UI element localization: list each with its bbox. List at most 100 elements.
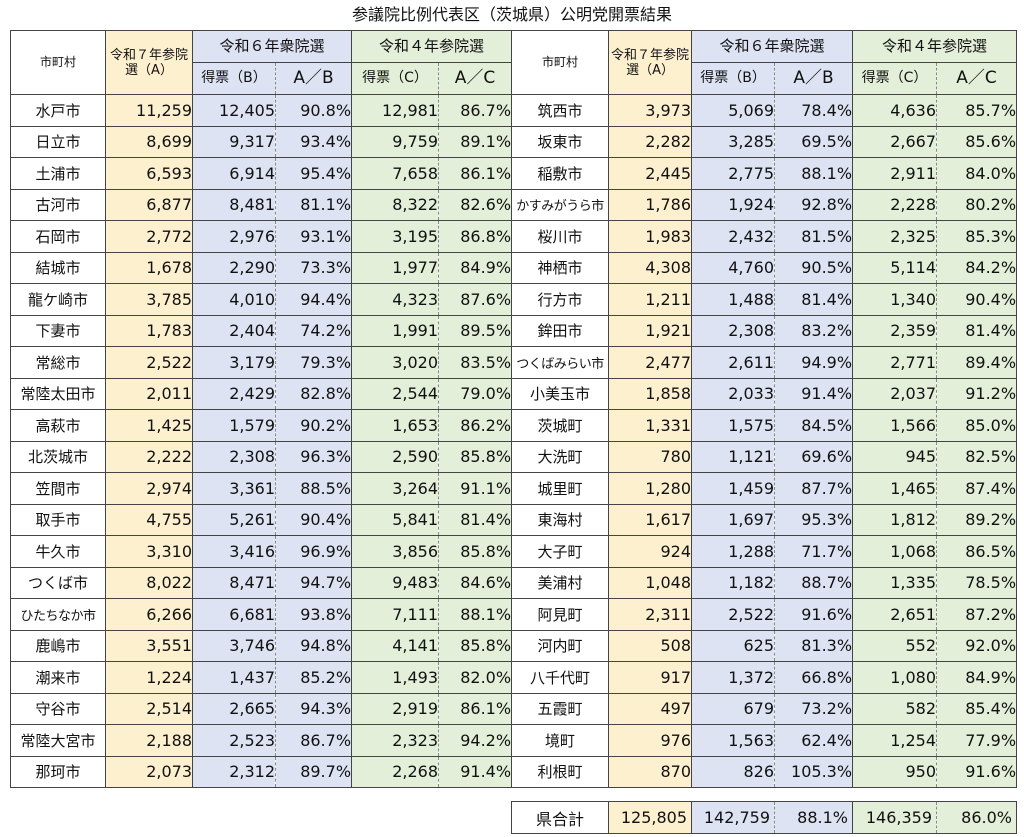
r6-ratio-cell: 82.8%	[274, 377, 353, 410]
total-votes-b: 142,759	[691, 801, 775, 834]
table-row: 常陸大宮市 2,188 2,523 86.7% 2,323 94.2% 境町 976 1,563…	[10, 724, 1018, 757]
r6-ratio-cell: 90.4%	[274, 503, 353, 536]
municipality-name-cell: 利根町	[511, 755, 610, 788]
r4-votes-cell: 1,977	[351, 251, 440, 284]
r6-ratio-cell: 74.2%	[274, 314, 353, 347]
r7-votes-cell: 3,310	[105, 535, 193, 568]
municipality-name-cell: 五霞町	[511, 692, 610, 725]
municipality-name-cell: 八千代町	[511, 661, 610, 694]
r4-ratio-cell: 84.6%	[438, 566, 513, 599]
r6-votes-cell: 6,681	[192, 598, 276, 631]
municipality-name-cell: 河内町	[511, 629, 610, 662]
municipality-name-cell: 水戸市	[10, 94, 106, 127]
r6-ratio-cell: 79.3%	[274, 346, 353, 379]
r4-ratio-cell: 84.9%	[936, 661, 1018, 694]
r6-votes-cell: 679	[691, 692, 776, 725]
r7-votes-cell: 1,211	[608, 283, 693, 316]
table-row: 常陸太田市 2,011 2,429 82.8% 2,544 79.0% 小美玉市 1,858 2…	[10, 377, 1018, 410]
municipality-name-cell: 石岡市	[10, 220, 106, 253]
r6-votes-cell: 2,611	[691, 346, 776, 379]
table-row: 土浦市 6,593 6,914 95.4% 7,658 86.1% 稲敷市 2,445 2,77…	[10, 157, 1018, 190]
r6-ratio-cell: 66.8%	[774, 661, 854, 694]
r6-votes-cell: 3,361	[192, 472, 276, 505]
r4-ratio-cell: 85.7%	[936, 94, 1018, 127]
r4-votes-cell: 5,114	[852, 251, 938, 284]
r6-votes-cell: 1,488	[691, 283, 776, 316]
municipality-name-cell: 笠間市	[10, 472, 106, 505]
r4-ratio-cell: 81.4%	[438, 503, 513, 536]
municipality-name-cell: 美浦村	[511, 566, 610, 599]
municipality-name-cell: 那珂市	[10, 755, 106, 788]
table-row: 常総市 2,522 3,179 79.3% 3,020 83.5% つくばみらい市 2,477…	[10, 346, 1018, 379]
r6-ratio-cell: 78.4%	[774, 94, 854, 127]
r4-ratio-cell: 84.0%	[936, 157, 1018, 190]
municipality-name-cell: 大洗町	[511, 440, 610, 473]
r4-votes-cell: 2,325	[852, 220, 938, 253]
r6-votes-cell: 2,429	[192, 377, 276, 410]
municipality-name-cell: 茨城町	[511, 409, 610, 442]
r6-votes-cell: 2,312	[192, 755, 276, 788]
r4-votes-cell: 552	[852, 629, 938, 662]
r6-ratio-cell: 90.5%	[774, 251, 854, 284]
header-ratio-ac: A／C	[936, 62, 1018, 95]
r7-votes-cell: 6,266	[105, 598, 193, 631]
r7-votes-cell: 1,783	[105, 314, 193, 347]
r7-votes-cell: 1,224	[105, 661, 193, 694]
r6-votes-cell: 3,285	[691, 125, 776, 158]
r6-ratio-cell: 81.4%	[774, 283, 854, 316]
r4-votes-cell: 1,493	[351, 661, 440, 694]
r4-ratio-cell: 84.9%	[438, 251, 513, 284]
page-title: 参議院比例代表区（茨城県）公明党開票結果	[351, 5, 672, 24]
r6-votes-cell: 2,523	[192, 724, 276, 757]
r4-ratio-cell: 89.5%	[438, 314, 513, 347]
r4-votes-cell: 7,658	[351, 157, 440, 190]
r4-votes-cell: 2,911	[852, 157, 938, 190]
r6-votes-cell: 1,437	[192, 661, 276, 694]
r7-votes-cell: 1,983	[608, 220, 693, 253]
header-r4: 令和４年参院選	[351, 30, 513, 63]
r6-votes-cell: 625	[691, 629, 776, 662]
municipality-name-cell: 取手市	[10, 503, 106, 536]
r4-ratio-cell: 92.0%	[936, 629, 1018, 662]
municipality-name-cell: 筑西市	[511, 94, 610, 127]
header-votes-b: 得票（B）	[192, 62, 276, 95]
municipality-name-cell: つくばみらい市	[511, 346, 610, 379]
results-table: 市町村 令和７年参院選（A） 令和６年衆院選 令和４年参院選 市町村 令和７年参…	[10, 30, 1018, 788]
r6-ratio-cell: 94.3%	[274, 692, 353, 725]
r6-votes-cell: 4,010	[192, 283, 276, 316]
header-ratio-ab: A／B	[274, 62, 353, 95]
r7-votes-cell: 2,477	[608, 346, 693, 379]
r7-votes-cell: 2,445	[608, 157, 693, 190]
r7-votes-cell: 780	[608, 440, 693, 473]
r4-votes-cell: 3,856	[351, 535, 440, 568]
r4-ratio-cell: 86.1%	[438, 692, 513, 725]
r4-votes-cell: 2,228	[852, 188, 938, 221]
r4-ratio-cell: 87.2%	[936, 598, 1018, 631]
r4-ratio-cell: 89.1%	[438, 125, 513, 158]
r6-ratio-cell: 69.6%	[774, 440, 854, 473]
municipality-name-cell: 稲敷市	[511, 157, 610, 190]
r6-ratio-cell: 94.4%	[274, 283, 353, 316]
municipality-name-cell: 阿見町	[511, 598, 610, 631]
r6-votes-cell: 1,924	[691, 188, 776, 221]
r6-ratio-cell: 73.3%	[274, 251, 353, 284]
r4-votes-cell: 4,141	[351, 629, 440, 662]
r4-ratio-cell: 86.8%	[438, 220, 513, 253]
r6-ratio-cell: 62.4%	[774, 724, 854, 757]
r4-votes-cell: 950	[852, 755, 938, 788]
r6-ratio-cell: 84.5%	[774, 409, 854, 442]
r4-votes-cell: 12,981	[351, 94, 440, 127]
r6-votes-cell: 1,459	[691, 472, 776, 505]
r4-votes-cell: 4,636	[852, 94, 938, 127]
r4-ratio-cell: 81.4%	[936, 314, 1018, 347]
r4-ratio-cell: 85.8%	[438, 629, 513, 662]
table-row: 石岡市 2,772 2,976 93.1% 3,195 86.8% 桜川市 1,983 2,43…	[10, 220, 1018, 253]
municipality-name-cell: 大子町	[511, 535, 610, 568]
r4-votes-cell: 4,323	[351, 283, 440, 316]
r6-votes-cell: 2,775	[691, 157, 776, 190]
municipality-name-cell: 桜川市	[511, 220, 610, 253]
r7-votes-cell: 497	[608, 692, 693, 725]
r7-votes-cell: 2,188	[105, 724, 193, 757]
r7-votes-cell: 1,425	[105, 409, 193, 442]
r6-votes-cell: 5,069	[691, 94, 776, 127]
